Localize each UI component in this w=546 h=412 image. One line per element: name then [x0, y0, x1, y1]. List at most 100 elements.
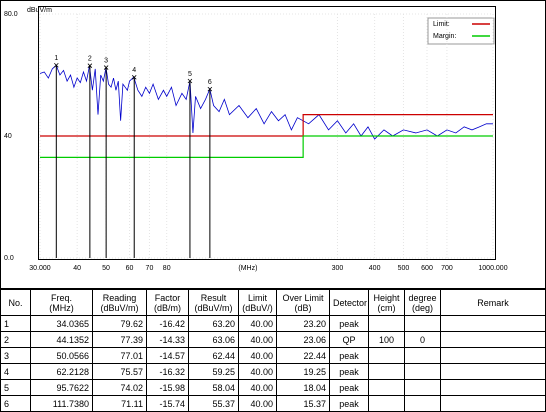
- header-cell: degree (deg): [404, 289, 441, 316]
- table-cell: 40.00: [238, 331, 277, 348]
- table-cell: [368, 363, 405, 380]
- header-cell: Factor (dB/m): [146, 289, 189, 316]
- chart: dBuV/m 0.0 40 80.0 30.000 40 50 60 70 80 300 400 50…: [0, 0, 546, 289]
- table-cell: [404, 315, 441, 332]
- header-text: No.: [8, 297, 23, 308]
- header-text: degree: [408, 292, 437, 303]
- legend-label: Limit:: [433, 21, 450, 28]
- header-cell: Detector: [329, 289, 369, 316]
- marker-cross: [54, 62, 59, 68]
- table-cell: peak: [329, 395, 369, 412]
- table-cell: -15.74: [146, 395, 189, 412]
- table-cell: 79.62: [92, 315, 147, 332]
- header-text: Result: [200, 292, 227, 303]
- table-cell: [440, 379, 546, 396]
- table-cell: -16.42: [146, 315, 189, 332]
- x-tick-label: 600: [421, 265, 433, 272]
- table-cell: [440, 395, 546, 412]
- table-cell: 63.20: [188, 315, 239, 332]
- limit-line: [40, 114, 493, 137]
- header-text: (cm): [377, 302, 396, 313]
- header-text: Detector: [333, 297, 368, 308]
- header-cell: Freq. (MHz): [30, 289, 93, 316]
- table-cell: [368, 395, 405, 412]
- table-cell: 0: [404, 331, 441, 348]
- table-cell: [404, 379, 441, 396]
- table-cell: -16.32: [146, 363, 189, 380]
- table-cell: 4: [0, 363, 31, 380]
- table-cell: 40.00: [238, 363, 277, 380]
- y-tick-label: 40: [4, 133, 12, 140]
- header-text: Remark: [477, 297, 509, 308]
- x-tick-label: 400: [369, 265, 381, 272]
- y-unit: dBuV/m: [27, 7, 52, 14]
- table-cell: [440, 363, 546, 380]
- table-cell: 23.20: [276, 315, 330, 332]
- table-cell: 2: [0, 331, 31, 348]
- table-cell: 77.01: [92, 347, 147, 364]
- table-cell: 5: [0, 379, 31, 396]
- table-cell: 40.00: [238, 395, 277, 412]
- table-cell: 75.57: [92, 363, 147, 380]
- table-cell: 19.25: [276, 363, 330, 380]
- table-cell: 3: [0, 347, 31, 364]
- table-row: 4 62.2128 75.57 -16.32 59.25 40.00 19.25 peak: [0, 363, 546, 380]
- header-text: (MHz): [49, 302, 74, 313]
- table-row: 3 50.0566 77.01 -14.57 62.44 40.00 22.44 peak: [0, 347, 546, 364]
- table-cell: peak: [329, 363, 369, 380]
- table-cell: [440, 315, 546, 332]
- table-cell: 74.02: [92, 379, 147, 396]
- plot-frame: [38, 6, 496, 260]
- header-text: Reading: [102, 292, 137, 303]
- marker-label: 4: [132, 67, 136, 74]
- table-cell: 23.06: [276, 331, 330, 348]
- table-cell: 111.7380: [30, 395, 93, 412]
- header-cell: Remark: [440, 289, 546, 316]
- table-cell: 15.37: [276, 395, 330, 412]
- header-cell: No.: [0, 289, 31, 316]
- table-cell: [368, 315, 405, 332]
- table-row: 6 111.7380 71.11 -15.74 55.37 40.00 15.37 peak: [0, 395, 546, 412]
- table-row: 2 44.1352 77.39 -14.33 63.06 40.00 23.06 QP 100 0: [0, 331, 546, 348]
- table-cell: QP: [329, 331, 369, 348]
- marker-cross: [87, 63, 93, 68]
- header-cell: Result (dBuV/m): [188, 289, 239, 316]
- table-cell: [368, 347, 405, 364]
- table-cell: peak: [329, 347, 369, 364]
- table-cell: peak: [329, 315, 369, 332]
- header-text: Height: [373, 292, 400, 303]
- result-table: No. Freq. (MHz) Reading (dBuV/m) Factor (dB/m)…: [0, 289, 546, 412]
- x-tick-label: 80: [163, 265, 171, 272]
- header-text: (dB/m): [154, 302, 181, 313]
- table-cell: 62.44: [188, 347, 239, 364]
- table-cell: [368, 379, 405, 396]
- table-cell: 44.1352: [30, 331, 93, 348]
- header-text: (dBuV/): [242, 302, 273, 313]
- table-cell: -14.57: [146, 347, 189, 364]
- header-cell: Over Limit (dB): [276, 289, 330, 316]
- table-cell: [404, 363, 441, 380]
- table-cell: [404, 347, 441, 364]
- table-cell: 50.0566: [30, 347, 93, 364]
- marker-cross: [187, 78, 193, 84]
- table-cell: 40.00: [238, 379, 277, 396]
- header-cell: Limit (dBuV/): [238, 289, 277, 316]
- marker-label: 3: [104, 57, 108, 64]
- x-tick-label: 1000.000: [478, 265, 507, 272]
- x-unit: (MHz): [238, 265, 257, 272]
- header-cell: Reading (dBuV/m): [92, 289, 147, 316]
- header-cell: Height (cm): [368, 289, 405, 316]
- table-cell: 58.04: [188, 379, 239, 396]
- header-text: Limit: [247, 292, 267, 303]
- table-cell: peak: [329, 379, 369, 396]
- x-tick-label: 50: [102, 265, 110, 272]
- x-tick-label: 70: [146, 265, 154, 272]
- table-cell: 18.04: [276, 379, 330, 396]
- limit-line: [40, 135, 493, 158]
- table-cell: 22.44: [276, 347, 330, 364]
- marker-cross: [131, 75, 137, 80]
- legend-label: Margin:: [433, 33, 456, 40]
- x-tick-label: 40: [73, 265, 81, 272]
- x-tick-label: 60: [126, 265, 134, 272]
